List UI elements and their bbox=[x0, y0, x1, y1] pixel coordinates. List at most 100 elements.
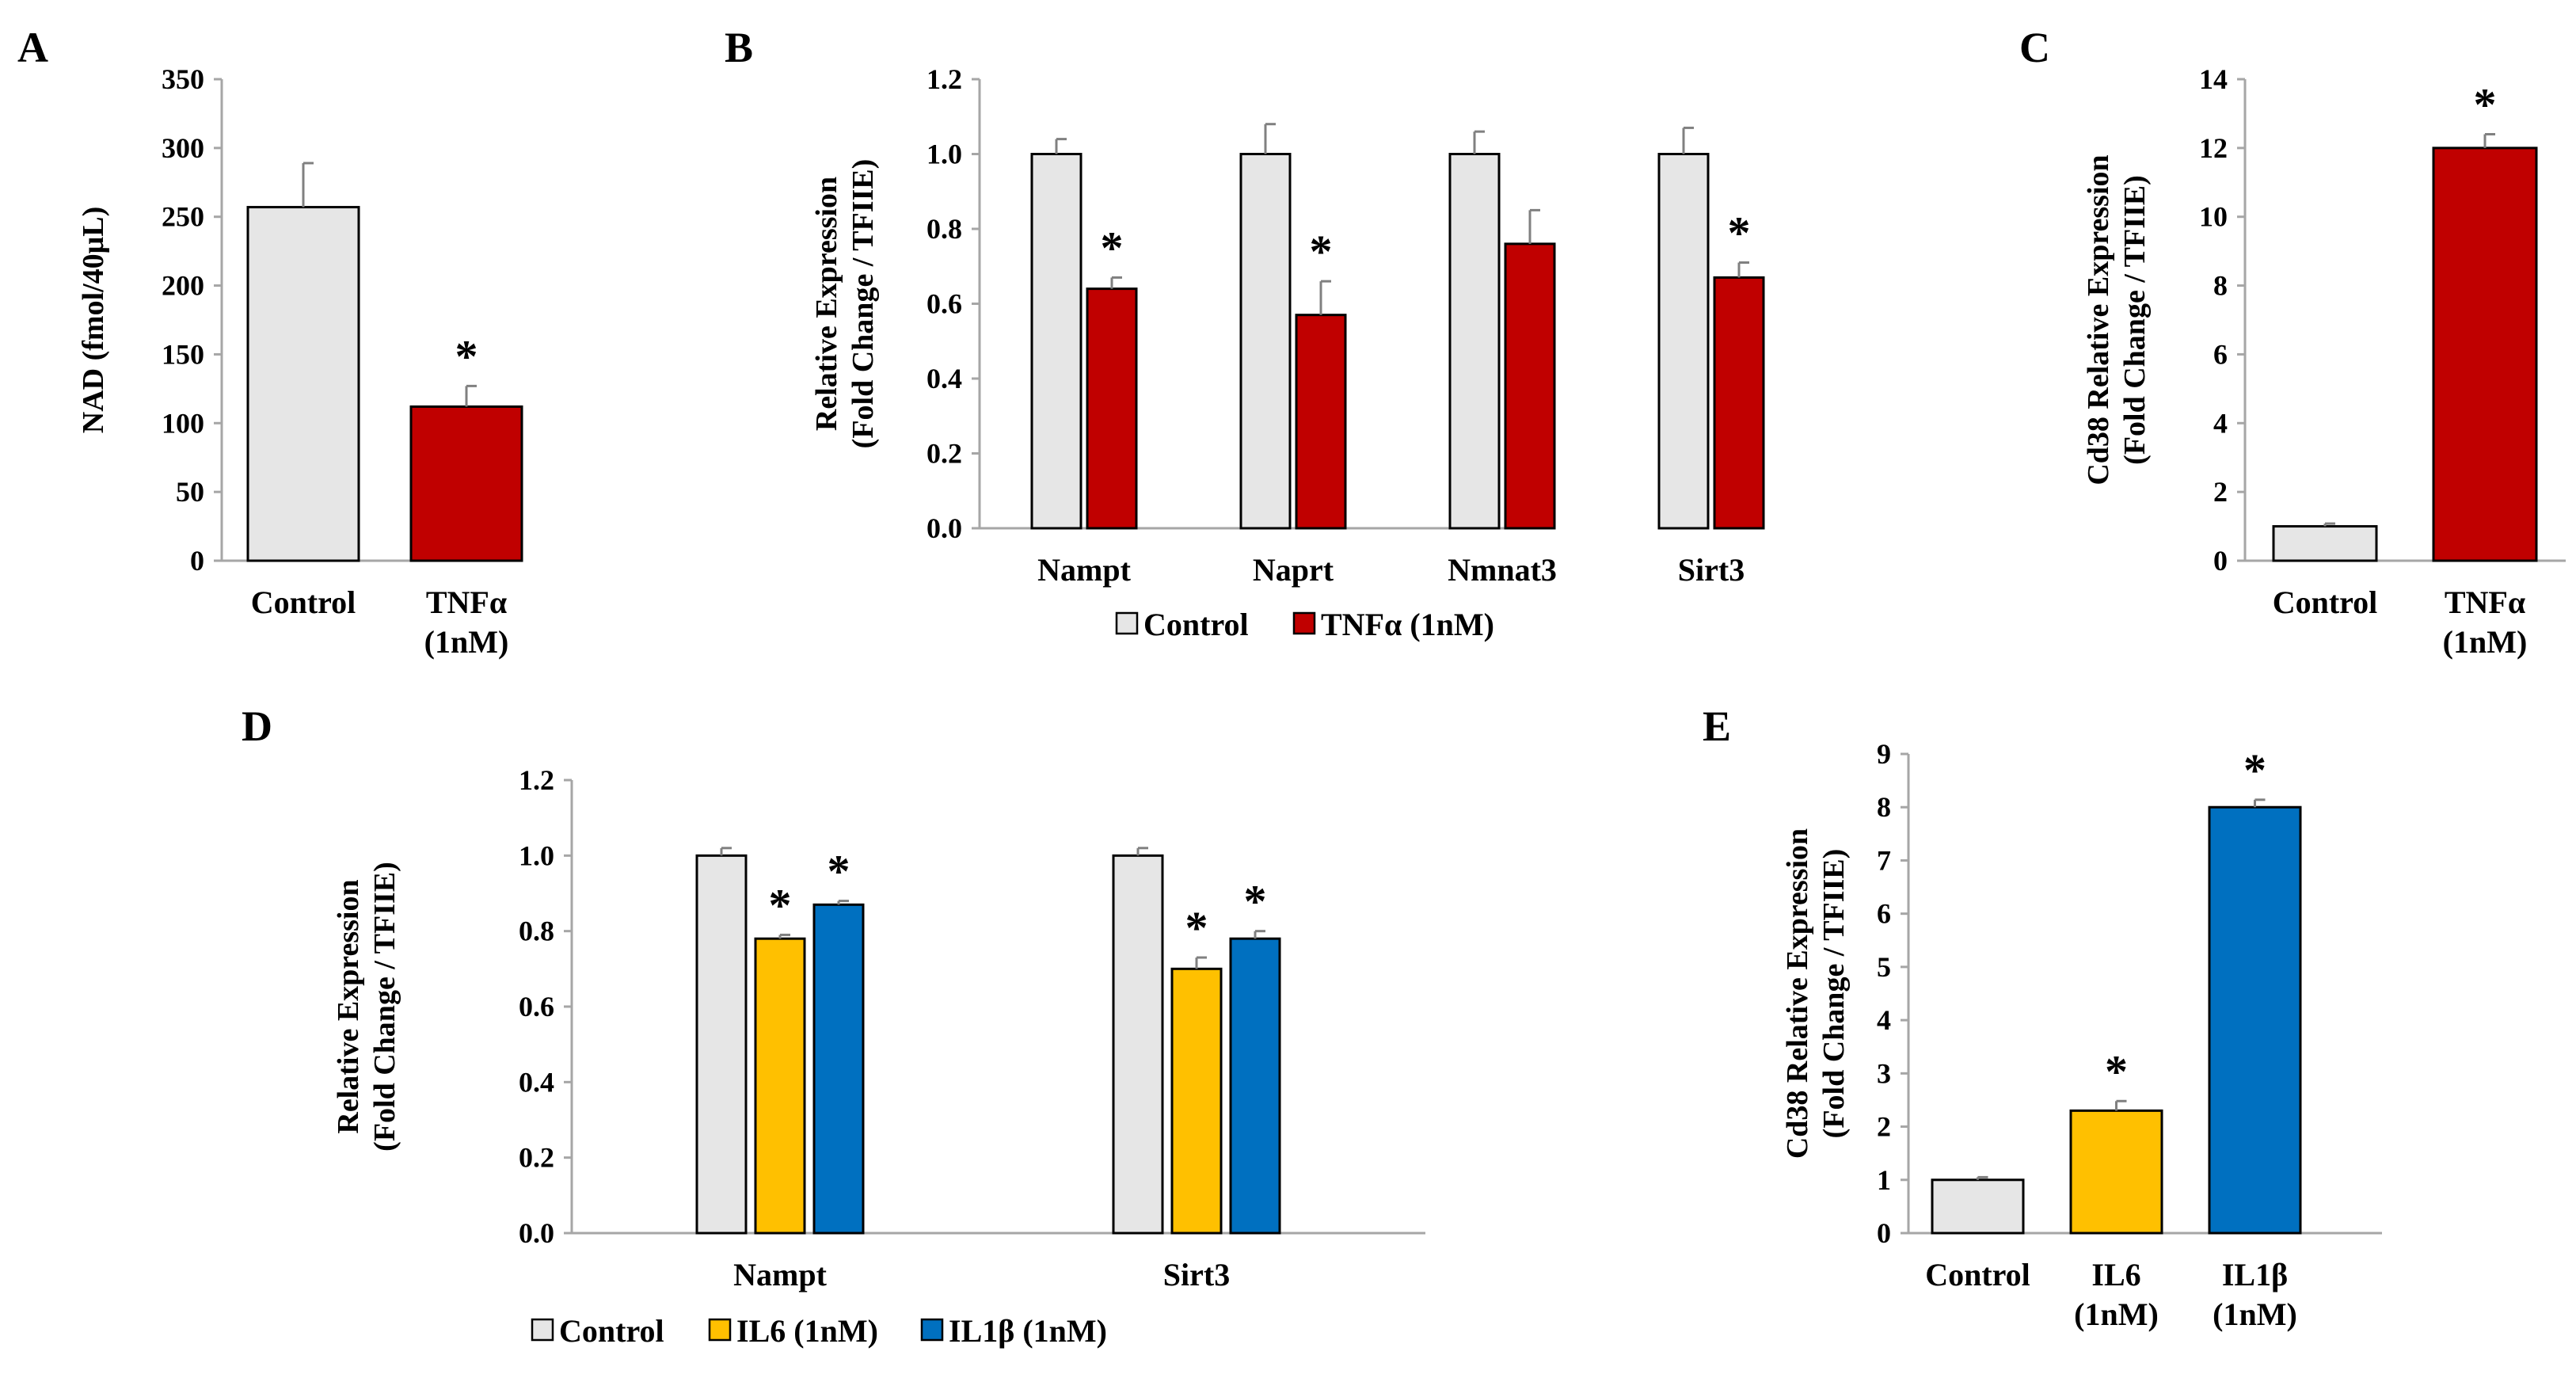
bar-il1b bbox=[1229, 937, 1281, 1235]
y-tick-label: 0.4 bbox=[927, 363, 962, 394]
bar-tnf bbox=[1713, 276, 1765, 530]
y-tick-label: 1.2 bbox=[927, 63, 962, 95]
y-tick-label: 3 bbox=[1877, 1057, 1891, 1089]
significance-star: * bbox=[828, 846, 850, 897]
y-tick-label: 4 bbox=[1877, 1004, 1891, 1036]
y-tick-label: 14 bbox=[2199, 63, 2228, 95]
y-axis-title: Cd38 Relative Expression (Fold Change / T… bbox=[1781, 828, 1851, 1159]
bar-tnf bbox=[409, 405, 523, 562]
category-label-line: TNFα bbox=[426, 584, 507, 620]
y-tick-label: 150 bbox=[162, 338, 204, 370]
legend-swatch bbox=[1292, 611, 1316, 635]
y-axis-title-line: Cd38 Relative Expression bbox=[2082, 154, 2115, 485]
category-label: TNFα (1nM) bbox=[2443, 584, 2528, 660]
y-axis-title-line: (Fold Change / TFIIE) bbox=[368, 862, 401, 1152]
category-label: IL1β (1nM) bbox=[2213, 1257, 2297, 1332]
legend-label: IL6 (1nM) bbox=[736, 1313, 878, 1349]
category-label: Nampt bbox=[1037, 552, 1131, 588]
y-tick-label: 0.0 bbox=[927, 512, 962, 544]
category-label: Naprt bbox=[1253, 552, 1334, 588]
y-axis-title-line: Cd38 Relative Expression bbox=[1781, 828, 1814, 1159]
y-tick-label: 7 bbox=[1877, 844, 1891, 876]
category-label-line: Nmnat3 bbox=[1448, 552, 1557, 588]
bar-control bbox=[1657, 153, 1710, 530]
category-label: Control bbox=[1925, 1257, 2030, 1293]
y-tick-label: 2 bbox=[1877, 1111, 1891, 1143]
y-tick-label: 8 bbox=[2213, 270, 2228, 302]
category-label-line: Control bbox=[1925, 1257, 2030, 1293]
category-label: Sirt3 bbox=[1678, 552, 1745, 588]
y-tick-label: 1 bbox=[1877, 1164, 1891, 1196]
y-axis-title: Relative Expression (Fold Change / TFIIE) bbox=[810, 159, 880, 449]
category-label: IL6 (1nM) bbox=[2074, 1257, 2159, 1332]
bar-control bbox=[1448, 153, 1501, 530]
significance-star: * bbox=[769, 879, 792, 931]
significance-star: * bbox=[1244, 876, 1267, 927]
y-tick-label: 0.8 bbox=[927, 213, 962, 245]
y-tick-label: 1.2 bbox=[519, 764, 554, 796]
y-tick-label: 0.8 bbox=[519, 916, 554, 947]
category-label: Nmnat3 bbox=[1448, 552, 1557, 588]
y-axis-title-line: (Fold Change / TFIIE) bbox=[2118, 175, 2152, 465]
y-tick-label: 1.0 bbox=[519, 839, 554, 871]
y-tick-label: 9 bbox=[1877, 738, 1891, 770]
category-label-line: Naprt bbox=[1253, 552, 1334, 588]
panel-label: A bbox=[17, 24, 48, 71]
category-label-line: (1nM) bbox=[424, 624, 509, 660]
y-axis-title-line: Relative Expression bbox=[810, 177, 843, 431]
y-tick-label: 8 bbox=[1877, 791, 1891, 823]
significance-star: * bbox=[1185, 902, 1208, 954]
y-tick-label: 50 bbox=[176, 476, 204, 508]
bar-control bbox=[1030, 153, 1083, 530]
panel-label: D bbox=[242, 702, 272, 750]
y-tick-label: 5 bbox=[1877, 951, 1891, 983]
category-label-line: IL1β bbox=[2222, 1257, 2288, 1293]
y-tick-label: 0 bbox=[190, 545, 204, 577]
bar-control bbox=[2272, 525, 2378, 562]
legend-label: TNFα (1nM) bbox=[1321, 607, 1494, 642]
bar-il6 bbox=[2069, 1109, 2163, 1235]
y-tick-label: 0.6 bbox=[519, 991, 554, 1022]
bar-control bbox=[1239, 153, 1292, 530]
category-label: Control bbox=[2273, 584, 2378, 620]
y-axis-title-line: NAD (fmol/40μL) bbox=[77, 207, 110, 433]
category-label-line: (1nM) bbox=[2213, 1296, 2297, 1332]
y-tick-label: 0.4 bbox=[519, 1066, 554, 1098]
panel-e: E 0 1 2 3 4 5 6 7 8 9 Cd38 Relative Expression (Fold… bbox=[1703, 702, 2382, 1332]
panel-label: B bbox=[725, 24, 753, 71]
y-tick-label: 0.6 bbox=[927, 288, 962, 320]
y-tick-label: 200 bbox=[162, 270, 204, 302]
category-label-line: Nampt bbox=[733, 1257, 827, 1293]
y-axis-title-line: (Fold Change / TFIIE) bbox=[1817, 849, 1851, 1139]
legend-label: Control bbox=[559, 1313, 664, 1349]
significance-star: * bbox=[2105, 1045, 2128, 1097]
panel-a: A 0 50 100 150 200 250 300 350 NAD (fmol/40μL) Con… bbox=[17, 24, 523, 660]
y-axis-title: Relative Expression (Fold Change / TFIIE) bbox=[332, 862, 401, 1152]
panel-label: E bbox=[1703, 702, 1731, 750]
bar-il1b bbox=[2208, 805, 2302, 1235]
category-label-line: Sirt3 bbox=[1678, 552, 1745, 588]
y-axis-title: NAD (fmol/40μL) bbox=[77, 207, 110, 433]
significance-star: * bbox=[2243, 744, 2266, 796]
legend-swatch bbox=[708, 1318, 732, 1342]
y-tick-label: 0.2 bbox=[927, 438, 962, 470]
category-label-line: (1nM) bbox=[2074, 1296, 2159, 1332]
category-label: TNFα (1nM) bbox=[424, 584, 509, 660]
category-label-line: Nampt bbox=[1037, 552, 1131, 588]
bar-tnf bbox=[1504, 242, 1556, 530]
bar-control bbox=[695, 854, 748, 1235]
legend-swatch bbox=[531, 1318, 554, 1342]
y-tick-label: 100 bbox=[162, 407, 204, 439]
y-tick-label: 0.2 bbox=[519, 1142, 554, 1174]
y-tick-label: 0 bbox=[1877, 1217, 1891, 1249]
significance-star: * bbox=[455, 330, 478, 382]
category-label: Control bbox=[251, 584, 356, 620]
panel-label: C bbox=[2019, 24, 2050, 71]
bar-il6 bbox=[1170, 967, 1223, 1235]
category-label-line: Sirt3 bbox=[1163, 1257, 1230, 1293]
category-label-line: TNFα bbox=[2445, 584, 2525, 620]
bar-tnf bbox=[1295, 314, 1347, 530]
y-tick-label: 1.0 bbox=[927, 139, 962, 170]
legend-swatch bbox=[920, 1318, 944, 1342]
